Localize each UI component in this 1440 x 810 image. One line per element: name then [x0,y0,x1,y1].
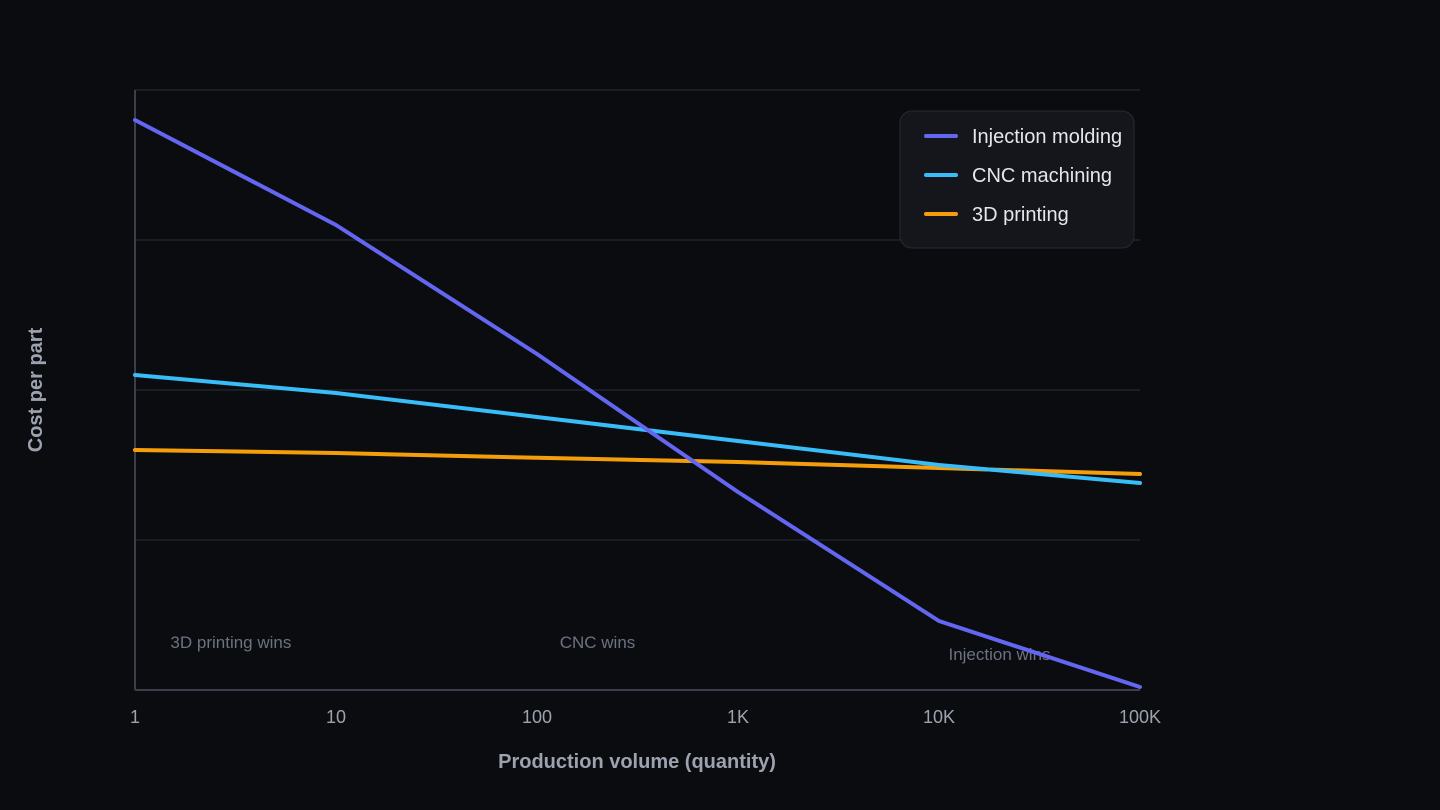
x-axis-title: Production volume (quantity) [498,751,776,773]
region-annotation: CNC wins [560,633,636,652]
series-line-injection-molding [133,118,1142,689]
axes [134,90,1140,691]
x-tick-label: 10 [326,707,346,727]
x-tick-labels: 1 10 100 1K 10K 100K [130,707,1161,727]
x-tick-label: 10K [923,707,955,727]
x-tick-label: 100K [1119,707,1161,727]
x-tick-label: 100 [522,707,552,727]
series-line-cnc-machining [133,373,1142,485]
legend-label: Injection molding [972,126,1122,148]
region-annotation: 3D printing wins [170,633,291,652]
legend-box [899,110,1135,249]
series-lines [133,118,1142,689]
y-axis-title: Cost per part [25,327,47,452]
legend-label: 3D printing [972,204,1069,226]
legend: Injection molding CNC machining 3D printin… [899,110,1135,249]
x-tick-label: 1 [130,707,140,727]
legend-label: CNC machining [972,165,1112,187]
x-tick-label: 1K [727,707,749,727]
